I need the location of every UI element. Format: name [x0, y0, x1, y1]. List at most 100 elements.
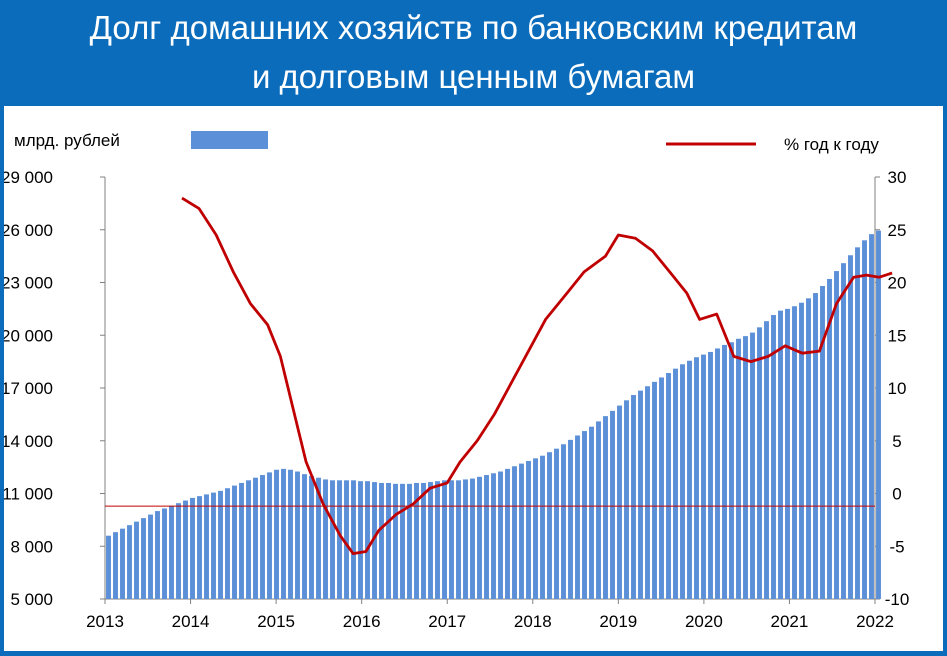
- debt-bar: [386, 482, 391, 599]
- debt-bar: [512, 466, 517, 599]
- debt-bar: [862, 240, 867, 600]
- x-tick-label: 2014: [172, 612, 210, 631]
- debt-bar: [218, 490, 223, 599]
- debt-bar: [589, 426, 594, 599]
- debt-bar: [484, 475, 489, 599]
- yoy-growth-line: [181, 196, 893, 556]
- debt-bar: [722, 344, 727, 599]
- left-tick-label: 20 000: [4, 326, 53, 345]
- debt-bar: [491, 473, 496, 599]
- debt-bar: [547, 452, 552, 599]
- debt-bar: [141, 518, 146, 599]
- legend-bars-label: млрд. рублей: [14, 131, 120, 150]
- x-tick-label: 2016: [343, 612, 381, 631]
- debt-bar: [337, 480, 342, 599]
- debt-bar: [526, 460, 531, 599]
- debt-bar: [666, 373, 671, 599]
- debt-bar: [750, 332, 755, 599]
- debt-bar: [225, 488, 230, 599]
- debt-bar: [876, 230, 881, 599]
- debt-bar: [456, 480, 461, 599]
- debt-bar: [190, 497, 195, 599]
- debt-bar: [659, 377, 664, 599]
- left-tick-label: 29 000: [4, 168, 53, 187]
- left-tick-label: 14 000: [4, 432, 53, 451]
- debt-bar: [204, 494, 209, 599]
- debt-bar: [533, 458, 538, 599]
- debt-bar: [246, 480, 251, 599]
- debt-bar: [729, 342, 734, 599]
- left-tick-label: 11 000: [4, 485, 53, 504]
- debt-bar: [421, 482, 426, 599]
- debt-bar: [554, 448, 559, 599]
- debt-bar: [400, 483, 405, 599]
- debt-bar: [232, 485, 237, 599]
- debt-bar: [540, 455, 545, 599]
- left-tick-label: 26 000: [4, 221, 53, 240]
- debt-bar: [582, 431, 587, 599]
- debt-bar: [596, 421, 601, 599]
- x-tick-label: 2017: [428, 612, 466, 631]
- right-tick-label: 25: [888, 221, 907, 240]
- right-tick-label: 10: [888, 379, 907, 398]
- chart-title-line-2: и долговым ценным бумагам: [251, 58, 696, 95]
- debt-bar: [855, 247, 860, 599]
- debt-bar: [365, 481, 370, 599]
- debt-bar: [288, 469, 293, 599]
- x-tick-label: 2019: [599, 612, 637, 631]
- debt-bar: [274, 469, 279, 599]
- debt-bar: [778, 310, 783, 599]
- debt-bar: [435, 481, 440, 599]
- debt-bar: [638, 390, 643, 599]
- debt-bar: [463, 479, 468, 599]
- title-bar: Долг домашних хозяйств по банковским кре…: [0, 0, 947, 104]
- debt-bar: [624, 400, 629, 599]
- left-tick-label: 17 000: [4, 379, 53, 398]
- debt-bar: [820, 286, 825, 599]
- debt-bar: [148, 514, 153, 599]
- debt-bar: [505, 468, 510, 599]
- left-tick-label: 23 000: [4, 274, 53, 293]
- debt-bar: [743, 336, 748, 599]
- debt-bar: [764, 321, 769, 599]
- x-tick-label: 2022: [856, 612, 894, 631]
- debt-bar: [176, 503, 181, 599]
- debt-bar: [827, 278, 832, 599]
- right-tick-label: 0: [892, 485, 901, 504]
- debt-bar: [428, 482, 433, 599]
- left-tick-label: 8 000: [10, 537, 53, 556]
- debt-bar: [869, 234, 874, 599]
- debt-bar: [841, 263, 846, 599]
- debt-bar: [281, 468, 286, 599]
- debt-bar: [358, 481, 363, 599]
- left-tick-label: 5 000: [10, 590, 53, 609]
- debt-bar: [183, 500, 188, 599]
- debt-bar: [127, 525, 132, 599]
- debt-bar: [792, 306, 797, 599]
- debt-bar: [757, 327, 762, 599]
- right-tick-label: 15: [888, 326, 907, 345]
- right-tick-label: -5: [889, 537, 904, 556]
- debt-bar: [162, 508, 167, 599]
- debt-bar: [393, 483, 398, 599]
- debt-bar: [568, 439, 573, 599]
- debt-bar: [309, 475, 314, 599]
- debt-bar: [785, 308, 790, 600]
- debt-bar: [652, 381, 657, 599]
- debt-bar: [120, 528, 125, 599]
- debt-bar: [673, 368, 678, 599]
- debt-bar: [372, 482, 377, 599]
- debt-bar: [330, 480, 335, 599]
- debt-bar: [155, 511, 160, 599]
- debt-bar: [771, 315, 776, 599]
- debt-bar: [694, 357, 699, 599]
- x-tick-label: 2015: [257, 612, 295, 631]
- debt-bar: [477, 476, 482, 599]
- right-tick-label: 20: [888, 274, 907, 293]
- debt-bar: [610, 410, 615, 599]
- debt-bar: [806, 298, 811, 599]
- debt-bar: [323, 479, 328, 599]
- debt-bar: [708, 351, 713, 599]
- debt-bar: [197, 496, 202, 599]
- debt-bar: [680, 364, 685, 599]
